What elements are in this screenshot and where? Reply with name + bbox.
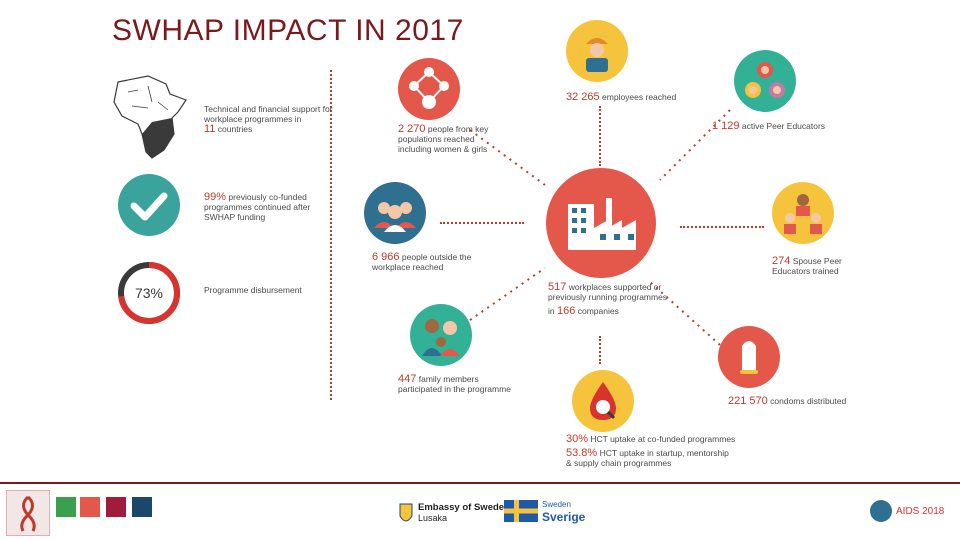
family-num: 447	[398, 373, 417, 385]
check-icon	[118, 174, 180, 236]
hct2-num: 53.8%	[566, 447, 598, 459]
sdg-icon	[132, 497, 152, 517]
spouse-text: Spouse Peer Educators trained	[772, 256, 842, 276]
sverige-label: Sverige	[542, 510, 586, 524]
key-pop-text: people from key populations reached incl…	[398, 124, 489, 154]
africa-map-icon	[113, 75, 187, 159]
condoms-num: 221 570	[728, 395, 768, 407]
sdg-icon	[80, 497, 100, 517]
crest-icon	[399, 503, 413, 522]
people-group-icon	[364, 182, 426, 244]
spouse-educators-icon	[772, 182, 834, 244]
aids-label: AIDS 2018	[896, 506, 945, 517]
workplaces-num: 517	[548, 281, 567, 293]
donut-value: 73%	[134, 285, 164, 301]
peer-educators-icon	[734, 50, 796, 112]
network-icon	[398, 58, 460, 120]
family-icon	[410, 304, 472, 366]
employees-text: employees reached	[602, 92, 677, 102]
condom-icon	[718, 326, 780, 388]
disbursement-donut	[118, 262, 180, 324]
donut-label: Programme disbursement	[204, 285, 302, 295]
worker-icon	[566, 20, 628, 82]
page-title: SWHAP IMPACT IN 2017	[112, 14, 464, 47]
check-num: 99%	[204, 191, 227, 203]
outside-text: people outside the workplace reached	[372, 252, 472, 272]
sdg-icon	[56, 497, 76, 517]
africa-text: Technical and financial support for work…	[204, 104, 333, 124]
sdg-icon	[106, 497, 126, 517]
africa-num: 11	[204, 123, 216, 135]
sweden-label: Sweden	[542, 500, 571, 509]
key-pop-num: 2 270	[398, 123, 426, 135]
globe-icon	[870, 500, 892, 522]
sweden-flag-icon	[504, 500, 538, 522]
blood-test-icon	[572, 370, 634, 432]
family-text: family members participated in the progr…	[398, 374, 511, 394]
divider	[330, 70, 332, 400]
peer-num: 1 129	[712, 120, 740, 132]
africa-tail: countries	[217, 124, 253, 134]
check-text: previously co-funded programmes continue…	[204, 192, 311, 222]
condoms-text: condoms distributed	[770, 396, 847, 406]
companies-text: companies	[577, 306, 619, 316]
connector	[599, 336, 601, 364]
in-text: in	[548, 306, 555, 316]
factory-icon	[546, 168, 656, 278]
connector	[440, 222, 524, 224]
footer-divider	[0, 482, 960, 484]
companies-num: 166	[557, 305, 576, 317]
connector	[599, 106, 601, 166]
outside-num: 6 966	[372, 251, 400, 263]
connector	[680, 226, 764, 228]
workplaces-text: workplaces supported or previously runni…	[548, 282, 668, 302]
ribbon-logo	[6, 490, 50, 536]
hct2-text: HCT uptake in startup, mentorship & supp…	[566, 448, 729, 468]
hct1-text: HCT uptake at co-funded programmes	[590, 434, 736, 444]
employees-num: 32 265	[566, 91, 600, 103]
peer-text: active Peer Educators	[741, 121, 826, 131]
hct1-num: 30%	[566, 433, 589, 445]
embassy-city: Lusaka	[418, 513, 448, 523]
embassy-name: Embassy of Sweden	[418, 502, 510, 513]
spouse-num: 274	[772, 255, 791, 267]
